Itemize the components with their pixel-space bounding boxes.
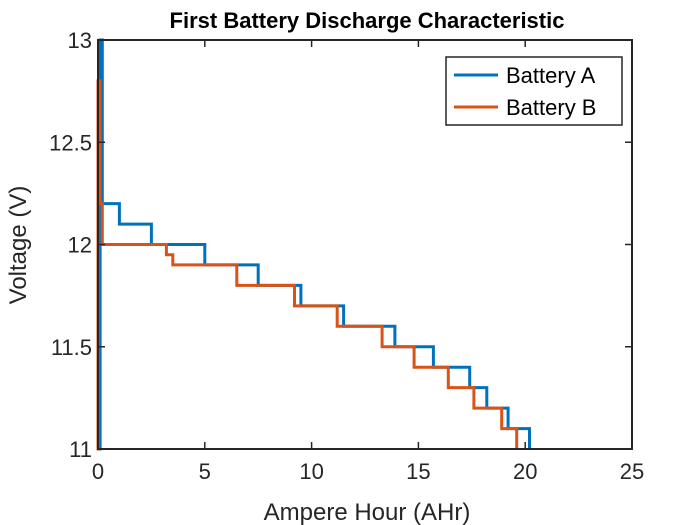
y-tick-label: 12 [68, 233, 92, 258]
legend-label: Battery B [506, 95, 596, 120]
x-tick-label: 5 [199, 459, 211, 484]
y-tick-label: 11 [69, 437, 92, 462]
legend-box [445, 56, 623, 126]
x-tick-label: 25 [620, 459, 644, 484]
x-tick-label: 10 [299, 459, 323, 484]
x-tick-label: 20 [513, 459, 537, 484]
x-tick-label: 0 [92, 459, 104, 484]
series-line-battery-b [96, 79, 519, 451]
chart-title: First Battery Discharge Characteristic [170, 8, 565, 33]
series-layer [96, 38, 531, 451]
y-axis-label: Voltage (V) [5, 186, 32, 305]
y-tick-label: 13 [68, 28, 92, 53]
y-tick-label: 11.5 [51, 335, 92, 360]
legend-label: Battery A [506, 63, 596, 88]
y-tick-label: 12.5 [49, 130, 92, 155]
x-tick-label: 15 [406, 459, 430, 484]
x-axis-label: Ampere Hour (AHr) [264, 499, 471, 525]
ticks-layer: 0 5 10 15 20 25 11 11.5 12 12.5 13 [49, 28, 644, 484]
legend: Battery A Battery B [445, 56, 623, 126]
